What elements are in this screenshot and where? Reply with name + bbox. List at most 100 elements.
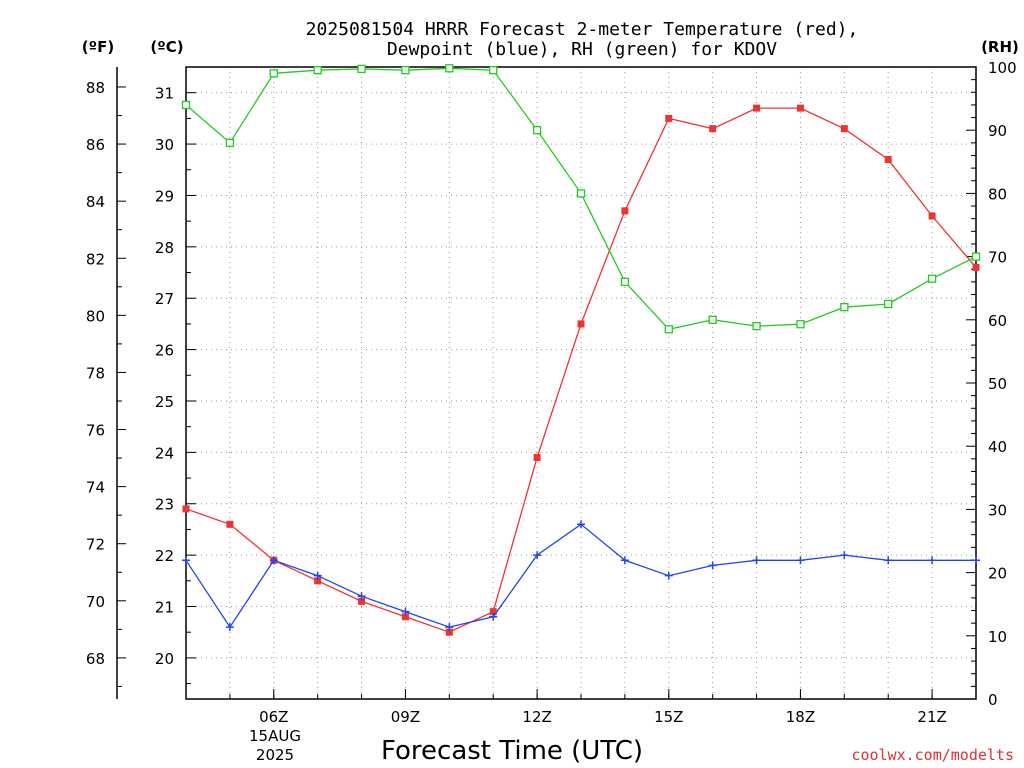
date-label-day: 15AUG bbox=[249, 727, 301, 745]
temperature-point bbox=[182, 505, 190, 513]
rh-point bbox=[313, 66, 322, 75]
celsius-tick-label: 28 bbox=[155, 239, 174, 257]
rh-point bbox=[664, 325, 673, 334]
fahrenheit-tick-label: 72 bbox=[86, 536, 105, 554]
fahrenheit-tick-label: 84 bbox=[86, 193, 105, 211]
temperature-point bbox=[621, 207, 629, 215]
dewpoint-point bbox=[533, 551, 542, 560]
celsius-tick-label: 21 bbox=[155, 599, 174, 617]
rh-point bbox=[489, 66, 498, 75]
rh-point bbox=[445, 64, 454, 73]
dewpoint-point bbox=[928, 556, 937, 565]
rh-point bbox=[927, 274, 937, 283]
celsius-tick-label: 25 bbox=[155, 393, 174, 411]
celsius-tick-label: 22 bbox=[155, 547, 174, 565]
rh-point bbox=[884, 299, 893, 309]
rh-point bbox=[357, 64, 366, 74]
temperature-point bbox=[489, 608, 497, 616]
dewpoint-point bbox=[884, 556, 893, 565]
rh-tick-label: 80 bbox=[988, 185, 1007, 203]
axes: 06Z 09Z 12Z 15Z 18Z 21Z 20 21 22 23 24 25 26 27 28 29 30… bbox=[86, 59, 1017, 726]
celsius-tick-label: 31 bbox=[155, 85, 174, 103]
dewpoint-point bbox=[577, 520, 585, 529]
dewpoint-point bbox=[401, 607, 410, 616]
temperature-line bbox=[185, 107, 977, 633]
celsius-tick-label: 23 bbox=[155, 496, 174, 514]
temperature-point bbox=[840, 125, 848, 133]
date-label-year: 2025 bbox=[256, 746, 294, 764]
dewpoint-point bbox=[225, 623, 234, 632]
dewpoint-point bbox=[972, 556, 980, 565]
rh-point bbox=[181, 100, 191, 110]
fahrenheit-tick-label: 70 bbox=[86, 593, 105, 611]
temperature-point bbox=[445, 628, 453, 636]
fahrenheit-unit-label: (ºF) bbox=[82, 38, 114, 56]
fahrenheit-tick-label: 88 bbox=[86, 79, 105, 97]
fahrenheit-tick-label: 80 bbox=[86, 307, 105, 325]
rh-tick-label: 60 bbox=[988, 312, 1007, 330]
temperature-point bbox=[753, 104, 761, 112]
chart-title-line1: 2025081504 HRRR Forecast 2-meter Tempera… bbox=[306, 19, 859, 40]
x-tick-label: 09Z bbox=[391, 708, 420, 726]
rh-tick-label: 10 bbox=[988, 628, 1007, 646]
celsius-tick-label: 26 bbox=[155, 342, 174, 360]
rh-tick-label: 30 bbox=[988, 501, 1007, 519]
x-tick-label: 15Z bbox=[654, 708, 683, 726]
rh-point bbox=[796, 320, 805, 329]
dewpoint-point bbox=[708, 561, 717, 570]
dewpoint-point bbox=[664, 571, 673, 580]
rh-tick-label: 90 bbox=[988, 122, 1007, 140]
rh-tick-label: 100 bbox=[988, 59, 1017, 77]
temperature-point bbox=[401, 613, 409, 621]
celsius-tick-label: 27 bbox=[155, 290, 174, 308]
dewpoint-point bbox=[489, 612, 498, 621]
fahrenheit-tick-label: 74 bbox=[86, 479, 105, 497]
rh-point bbox=[269, 69, 278, 78]
rh-point bbox=[971, 252, 981, 261]
temperature-point bbox=[972, 263, 980, 271]
rh-point bbox=[708, 315, 717, 324]
x-tick-label: 12Z bbox=[522, 708, 551, 726]
temperature-point bbox=[358, 597, 366, 605]
rh-tick-label: 70 bbox=[988, 249, 1007, 267]
temperature-point bbox=[928, 212, 936, 220]
grid-lines bbox=[186, 67, 976, 699]
dewpoint-line bbox=[185, 523, 976, 629]
fahrenheit-tick-label: 68 bbox=[86, 650, 105, 668]
rh-point bbox=[576, 189, 586, 198]
rh-point bbox=[840, 303, 849, 312]
celsius-tick-label: 24 bbox=[155, 444, 174, 462]
rh-point bbox=[225, 138, 235, 147]
temperature-point bbox=[533, 454, 541, 462]
x-axis-label: Forecast Time (UTC) bbox=[381, 736, 643, 766]
rh-tick-label: 40 bbox=[988, 438, 1007, 456]
dewpoint-point bbox=[752, 556, 761, 565]
dewpoint-point bbox=[182, 556, 190, 565]
rh-point bbox=[752, 321, 761, 331]
series-group bbox=[181, 64, 981, 636]
rh-tick-label: 20 bbox=[988, 565, 1007, 583]
dewpoint-point bbox=[269, 556, 278, 565]
temperature-point bbox=[314, 577, 322, 585]
temperature-point bbox=[226, 520, 234, 528]
rh-unit-label: (RH) bbox=[981, 38, 1019, 56]
dewpoint-point bbox=[796, 556, 805, 565]
celsius-tick-label: 20 bbox=[155, 650, 174, 668]
rh-point bbox=[532, 126, 542, 135]
fahrenheit-tick-label: 82 bbox=[86, 250, 105, 268]
dewpoint-point bbox=[313, 571, 322, 580]
temperature-point bbox=[884, 155, 892, 163]
dewpoint-point bbox=[357, 592, 366, 601]
temperature-point bbox=[796, 104, 804, 112]
dewpoint-point bbox=[620, 556, 629, 565]
temperature-point bbox=[665, 114, 673, 122]
celsius-tick-label: 29 bbox=[155, 187, 174, 205]
fahrenheit-tick-label: 86 bbox=[86, 136, 105, 154]
dewpoint-point bbox=[445, 623, 454, 632]
x-tick-label: 06Z bbox=[259, 708, 288, 726]
fahrenheit-tick-label: 78 bbox=[86, 364, 105, 382]
credit-text: coolwx.com/modelts bbox=[851, 746, 1014, 764]
dewpoint-point bbox=[840, 551, 849, 560]
x-tick-label: 18Z bbox=[786, 708, 815, 726]
